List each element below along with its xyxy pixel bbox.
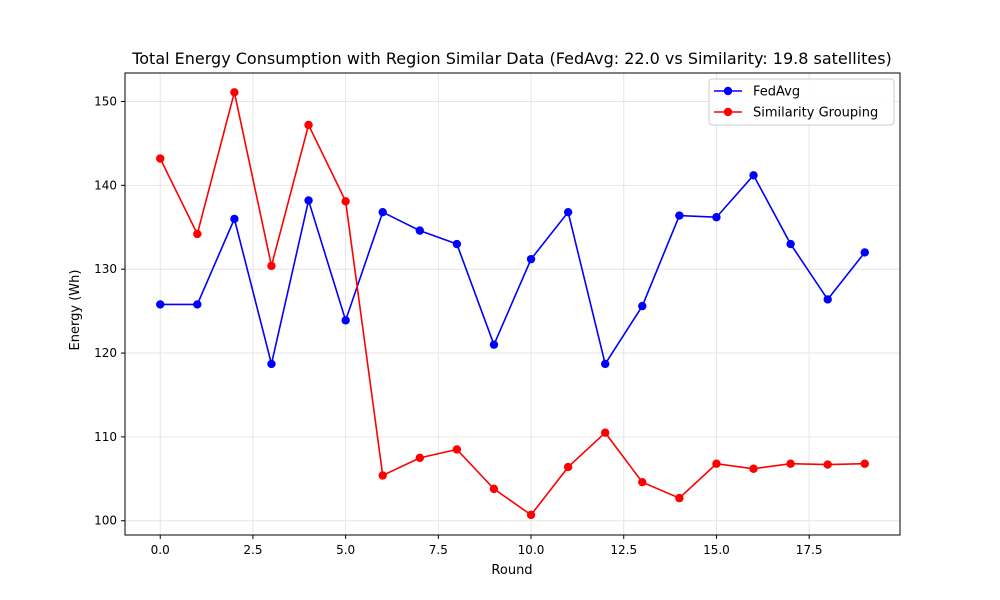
data-point-similarity-grouping [638, 477, 647, 487]
data-point-fedavg [452, 239, 462, 249]
chart-title: Total Energy Consumption with Region Sim… [131, 49, 892, 68]
data-point-similarity-grouping [526, 510, 536, 520]
y-tick-label: 120 [94, 346, 117, 360]
data-point-similarity-grouping [786, 459, 795, 468]
data-point-fedavg [675, 211, 684, 220]
data-point-similarity-grouping [675, 493, 684, 503]
x-axis-ticks: 0.0 2.5 5.0 7.5 10.0 12.5 15.0 17.5 [151, 535, 823, 557]
data-point-fedavg [712, 213, 721, 222]
y-axis-label: Energy (Wh) [68, 270, 83, 351]
x-axis-label: Round [491, 563, 532, 578]
data-point-fedavg [304, 196, 313, 205]
y-tick-label: 130 [94, 262, 117, 276]
data-point-fedavg [489, 340, 499, 349]
data-point-fedavg [415, 226, 424, 235]
grid [125, 73, 900, 535]
x-tick-label: 12.5 [610, 543, 637, 557]
data-point-similarity-grouping [341, 197, 350, 206]
legend-marker-fedavg [723, 86, 733, 96]
data-point-fedavg [230, 214, 239, 224]
data-point-fedavg [563, 207, 573, 217]
data-point-fedavg [341, 316, 350, 325]
x-tick-label: 2.5 [243, 543, 262, 557]
legend-label-fedavg: FedAvg [753, 85, 800, 100]
data-point-similarity-grouping [712, 459, 721, 468]
y-tick-label: 110 [94, 430, 117, 444]
y-axis-ticks: 100 110 120 130 140 150 [94, 95, 125, 528]
data-point-similarity-grouping [860, 459, 869, 468]
x-tick-label: 15.0 [703, 543, 730, 557]
data-point-fedavg [526, 254, 536, 264]
series-line-similarity-grouping [159, 92, 865, 516]
series-line-fedavg [160, 173, 866, 366]
legend-marker-similarity-grouping [723, 107, 733, 117]
data-point-similarity-grouping [156, 154, 165, 163]
plot-frame [124, 72, 901, 536]
data-point-similarity-grouping [452, 445, 462, 454]
data-point-similarity-grouping [563, 462, 573, 472]
data-point-fedavg [601, 359, 610, 369]
x-tick-label: 5.0 [336, 543, 355, 557]
data-point-similarity-grouping [489, 484, 499, 494]
data-point-fedavg [860, 248, 869, 257]
legend-item-similarity-grouping: Similarity Grouping [714, 106, 878, 121]
x-tick-label: 7.5 [429, 543, 448, 557]
data-point-similarity-grouping [601, 428, 610, 437]
y-tick-label: 100 [94, 514, 117, 528]
legend-item-fedavg: FedAvg [714, 85, 800, 100]
data-point-similarity-grouping [230, 88, 239, 97]
series-similarity-grouping [156, 88, 869, 520]
y-tick-label: 150 [94, 95, 117, 109]
data-point-similarity-grouping [415, 453, 424, 463]
legend: FedAvg Similarity Grouping [708, 78, 895, 126]
data-point-fedavg [156, 300, 165, 309]
y-tick-label: 140 [94, 178, 117, 192]
data-point-similarity-grouping [823, 460, 832, 469]
x-tick-label: 0.0 [151, 543, 170, 557]
data-point-similarity-grouping [193, 229, 202, 239]
data-point-similarity-grouping [267, 261, 276, 271]
series-layer [156, 88, 869, 520]
data-point-fedavg [786, 239, 795, 249]
data-point-similarity-grouping [749, 464, 758, 473]
legend-box [708, 78, 895, 126]
series-fedavg [156, 171, 869, 369]
data-point-fedavg [193, 300, 202, 309]
x-tick-label: 10.0 [518, 543, 545, 557]
legend-label-similarity-grouping: Similarity Grouping [753, 106, 878, 121]
data-point-fedavg [638, 301, 647, 311]
data-point-fedavg [378, 207, 387, 217]
data-point-fedavg [749, 171, 758, 180]
x-tick-label: 17.5 [796, 543, 823, 557]
data-point-fedavg [267, 359, 276, 369]
data-point-fedavg [823, 295, 832, 304]
data-point-similarity-grouping [304, 120, 313, 130]
data-point-similarity-grouping [378, 471, 387, 480]
